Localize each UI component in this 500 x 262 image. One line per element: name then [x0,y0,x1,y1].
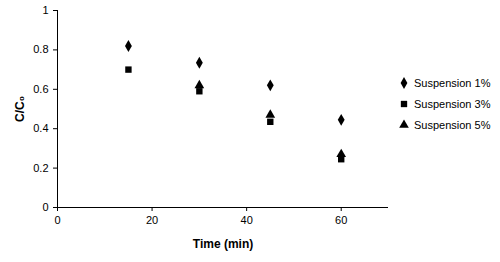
html-text:Suspension 1%: Suspension 1% [414,76,491,89]
svg-text:60: 60 [335,214,347,226]
svg-text:0.4: 0.4 [33,122,48,134]
html-text:Suspension 5%: Suspension 5% [414,118,491,131]
svg-text:Time (min): Time (min) [193,237,253,251]
svg-text:0: 0 [54,214,60,226]
svg-text:40: 40 [241,214,253,226]
svg-text:0.2: 0.2 [33,162,48,174]
svg-text:0.6: 0.6 [33,83,48,95]
svg-text:0: 0 [42,201,48,213]
svg-text:1: 1 [42,4,48,16]
svg-text:0.8: 0.8 [33,43,48,55]
svg-text:20: 20 [146,214,158,226]
svg-text:C/C₀: C/C₀ [13,96,27,122]
html-text:Suspension 3%: Suspension 3% [414,97,491,110]
